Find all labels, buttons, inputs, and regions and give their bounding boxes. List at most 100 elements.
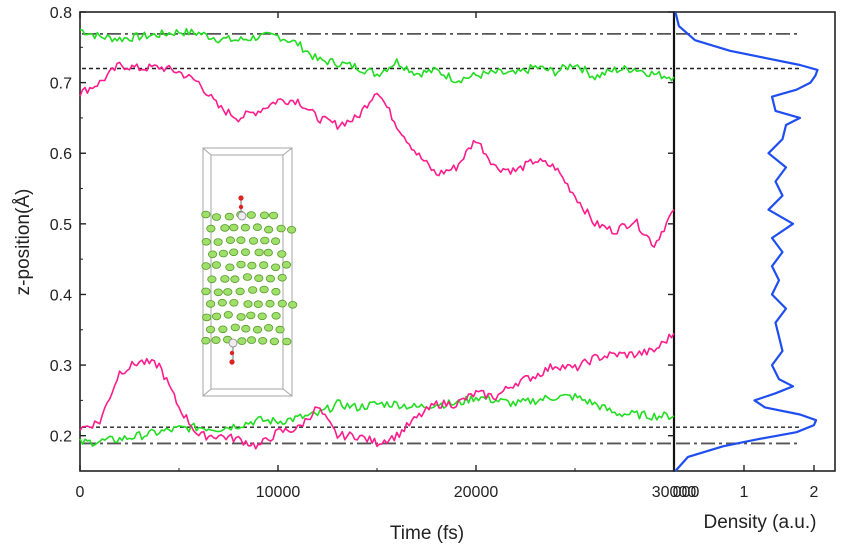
atom	[240, 223, 250, 232]
y-tick-label: 0.3	[50, 358, 72, 375]
atom	[213, 288, 223, 297]
atom	[263, 248, 273, 257]
atom	[206, 224, 216, 233]
atom	[237, 337, 247, 345]
atom	[254, 248, 264, 257]
atom	[259, 261, 269, 269]
molecule-bottom	[228, 338, 238, 365]
atom	[247, 336, 257, 344]
atom	[277, 250, 287, 258]
atom	[241, 324, 251, 333]
atom	[201, 210, 211, 219]
atom	[213, 238, 223, 246]
atom	[220, 275, 230, 283]
atom	[246, 311, 256, 320]
atom	[211, 261, 221, 269]
atom	[276, 224, 286, 233]
y-axis-label: z-position(Å)	[13, 189, 34, 296]
atom	[240, 248, 251, 257]
left-plot-frame	[79, 11, 675, 472]
trajectory-line-3	[79, 332, 675, 450]
atom	[211, 336, 221, 344]
atom	[282, 337, 292, 346]
density-axis-label: Density (a.u.)	[704, 512, 817, 533]
atom	[260, 236, 270, 245]
atom	[236, 313, 246, 321]
atom	[202, 313, 212, 322]
atom	[223, 288, 233, 296]
atom	[263, 225, 274, 234]
atom	[235, 287, 245, 296]
atom	[229, 298, 239, 307]
trajectory-line-0	[79, 27, 675, 84]
atom	[270, 263, 281, 272]
atom	[225, 236, 235, 245]
atom	[246, 211, 256, 219]
atom	[265, 274, 275, 283]
atom	[247, 261, 257, 270]
x-tick-label: 10000	[256, 484, 301, 501]
y-tick-label: 0.6	[50, 146, 72, 163]
atom	[218, 325, 228, 334]
atom	[281, 260, 292, 269]
x-axis-label: Time (fs)	[390, 523, 464, 544]
density-x-tick-label: 2	[810, 484, 819, 501]
atom	[224, 212, 234, 221]
atom	[275, 325, 285, 334]
atom	[229, 248, 239, 257]
atom	[201, 287, 211, 296]
atom	[269, 337, 279, 346]
atom	[263, 323, 274, 332]
atom	[230, 323, 240, 332]
y-tick-label: 0.7	[50, 76, 72, 93]
atom	[271, 311, 281, 320]
atom	[201, 336, 211, 345]
density-x-tick-label: 000	[673, 484, 700, 501]
x-tick-label: 0	[76, 484, 85, 501]
atom	[265, 299, 275, 308]
atom	[252, 325, 263, 334]
atom	[277, 273, 287, 282]
atom	[253, 300, 263, 309]
atom	[207, 275, 217, 284]
atom	[258, 336, 268, 345]
x-tick-label: 20000	[454, 484, 499, 501]
density-profile	[674, 11, 819, 472]
atom	[248, 237, 259, 245]
y-tick-label: 0.2	[50, 429, 72, 446]
atom	[236, 236, 246, 245]
density-x-tick-label: 1	[740, 484, 749, 501]
atom	[288, 300, 298, 309]
trajectory-line-1	[79, 61, 675, 248]
y-tick-label: 0.8	[50, 5, 72, 22]
atom	[201, 262, 211, 270]
atom	[208, 250, 218, 259]
reference-lines-left	[82, 32, 672, 445]
x-axis: 0 10000 20000 30000	[76, 12, 697, 501]
atom	[218, 249, 228, 258]
atom	[217, 298, 227, 307]
reference-lines-right	[676, 32, 800, 445]
atom	[270, 237, 281, 246]
y-axis: 0.2 0.3 0.4 0.5 0.6 0.7 0.8	[50, 5, 674, 446]
atom	[206, 325, 216, 334]
atom	[259, 285, 269, 294]
cell-box	[202, 147, 293, 397]
y-tick-label: 0.5	[50, 217, 72, 234]
atom	[212, 312, 222, 321]
atom	[225, 263, 235, 272]
atom	[201, 238, 211, 246]
molecule-top	[237, 195, 247, 221]
y-tick-label: 0.4	[50, 287, 72, 304]
atom	[211, 213, 222, 221]
atom	[248, 286, 258, 294]
atom	[223, 310, 233, 319]
atom	[206, 300, 216, 308]
atom	[259, 211, 270, 220]
atom	[277, 299, 287, 308]
density-line-0	[674, 11, 819, 472]
atom	[268, 211, 279, 220]
x-tick-label: 30000	[652, 484, 697, 501]
density-x-axis: 000 1 2	[673, 465, 819, 501]
